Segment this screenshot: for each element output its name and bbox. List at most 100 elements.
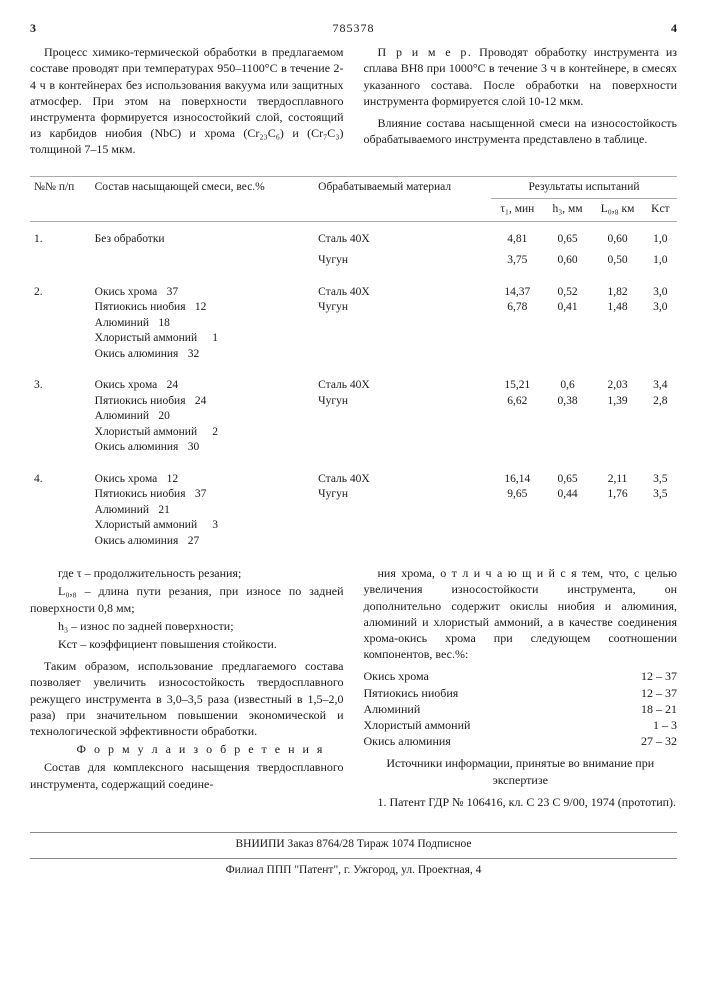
cell-mat bbox=[314, 409, 491, 425]
cell-k: 3,0 bbox=[644, 300, 677, 316]
cell-mat bbox=[314, 347, 491, 369]
cell-l: 2,03 bbox=[591, 368, 643, 394]
def-k: Kст – коэффициент повышения стойкости. bbox=[30, 636, 344, 652]
cell-mat: Чугун bbox=[314, 394, 491, 410]
cell-h bbox=[544, 347, 592, 369]
cell-l: 2,11 bbox=[591, 462, 643, 488]
cell-h bbox=[544, 316, 592, 332]
cell-t bbox=[491, 518, 544, 534]
formula-title: Ф о р м у л а и з о б р е т е н и я bbox=[30, 741, 344, 757]
cell-t bbox=[491, 425, 544, 441]
cell-t: 15,21 bbox=[491, 368, 544, 394]
intro-left-p1: Процесс химико-термической обработки в п… bbox=[30, 44, 344, 157]
cell-h: 0,52 bbox=[544, 275, 592, 301]
cell-num: 3. bbox=[30, 368, 91, 394]
table-row: Пятиокись ниобия 12Чугун6,780,411,483,0 bbox=[30, 300, 677, 316]
source-1: 1. Патент ГДР № 106416, кл. С 23 С 9/00,… bbox=[364, 794, 678, 810]
cell-k bbox=[644, 316, 677, 332]
cell-num bbox=[30, 518, 91, 534]
cell-mix: Пятиокись ниобия 37 bbox=[91, 487, 315, 503]
cell-t bbox=[491, 409, 544, 425]
cell-mix: Пятиокись ниобия 24 bbox=[91, 394, 315, 410]
footer-line-1: ВНИИПИ Заказ 8764/28 Тираж 1074 Подписно… bbox=[30, 832, 677, 853]
claim-item-value: 12 – 37 bbox=[641, 668, 677, 684]
cell-mix: Хлористый аммоний 3 bbox=[91, 518, 315, 534]
table-row: 2.Окись хрома 37Сталь 40Х14,370,521,823,… bbox=[30, 275, 677, 301]
header: 3 785378 4 bbox=[30, 20, 677, 36]
cell-k: 3,0 bbox=[644, 275, 677, 301]
cell-h bbox=[544, 440, 592, 462]
cell-k: 1,0 bbox=[644, 253, 677, 275]
cell-mix: Окись алюминия 27 bbox=[91, 534, 315, 556]
cell-mat: Чугун bbox=[314, 300, 491, 316]
cell-h: 0,38 bbox=[544, 394, 592, 410]
cell-t: 16,14 bbox=[491, 462, 544, 488]
def-h: h₃ – износ по задней поверхности; bbox=[30, 618, 344, 634]
cell-k: 3,5 bbox=[644, 462, 677, 488]
claim-item-value: 27 – 32 bbox=[641, 733, 677, 749]
cell-mix: Без обработки bbox=[91, 221, 315, 247]
cell-l: 1,39 bbox=[591, 394, 643, 410]
claim-start: Состав для комплексного насыщения твердо… bbox=[30, 759, 344, 791]
cell-num bbox=[30, 300, 91, 316]
cell-mix: Пятиокись ниобия 12 bbox=[91, 300, 315, 316]
cell-t: 4,81 bbox=[491, 221, 544, 247]
table-row: 1.Без обработкиСталь 40Х4,810,650,601,0 bbox=[30, 221, 677, 247]
cell-mix: Окись алюминия 32 bbox=[91, 347, 315, 369]
cell-h bbox=[544, 518, 592, 534]
cell-num bbox=[30, 347, 91, 369]
cell-l: 1,48 bbox=[591, 300, 643, 316]
page-left: 3 bbox=[30, 20, 36, 36]
cell-l bbox=[591, 331, 643, 347]
cell-l bbox=[591, 316, 643, 332]
cell-t bbox=[491, 503, 544, 519]
claim-list-item: Хлористый аммоний1 – 3 bbox=[364, 717, 678, 733]
lower-columns: где τ – продолжительность резания; L₀,₈ … bbox=[30, 565, 677, 816]
cell-mat bbox=[314, 440, 491, 462]
cell-mat: Сталь 40Х bbox=[314, 368, 491, 394]
cell-mix: Окись хрома 24 bbox=[91, 368, 315, 394]
cell-num bbox=[30, 425, 91, 441]
cell-h bbox=[544, 534, 592, 556]
claim-item-name: Окись алюминия bbox=[364, 733, 451, 749]
th-k: Kст bbox=[644, 199, 677, 222]
claim-list-item: Окись хрома12 – 37 bbox=[364, 668, 678, 684]
table-row: Пятиокись ниобия 37Чугун9,650,441,763,5 bbox=[30, 487, 677, 503]
table-row: Хлористый аммоний 1 bbox=[30, 331, 677, 347]
example-label: П р и м е р. bbox=[378, 45, 473, 59]
cell-l bbox=[591, 347, 643, 369]
cell-t bbox=[491, 440, 544, 462]
cell-h: 0,60 bbox=[544, 253, 592, 275]
cell-mix: Алюминий 20 bbox=[91, 409, 315, 425]
cell-h: 0,44 bbox=[544, 487, 592, 503]
cell-l bbox=[591, 503, 643, 519]
intro-right: П р и м е р. Проводят обработку инструме… bbox=[364, 44, 678, 163]
table-body: 1.Без обработкиСталь 40Х4,810,650,601,0 Ч… bbox=[30, 221, 677, 555]
cell-num bbox=[30, 394, 91, 410]
cell-mat bbox=[314, 425, 491, 441]
cell-l: 1,76 bbox=[591, 487, 643, 503]
cell-mat: Сталь 40Х bbox=[314, 462, 491, 488]
results-table: №№ п/п Состав насыщающей смеси, вес.% Об… bbox=[30, 176, 677, 556]
footer-line-2: Филиал ППП "Патент", г. Ужгород, ул. Про… bbox=[30, 858, 677, 879]
cell-k: 2,8 bbox=[644, 394, 677, 410]
cell-mix: Алюминий 21 bbox=[91, 503, 315, 519]
patent-number: 785378 bbox=[333, 20, 375, 36]
cell-k bbox=[644, 331, 677, 347]
cell-mat: Чугун bbox=[314, 253, 491, 275]
claim-item-name: Алюминий bbox=[364, 701, 421, 717]
claim-list-item: Окись алюминия 27 – 32 bbox=[364, 733, 678, 749]
cell-num bbox=[30, 316, 91, 332]
lower-right: ния хрома, о т л и ч а ю щ и й с я тем, … bbox=[364, 565, 678, 816]
table-row: Алюминий 20 bbox=[30, 409, 677, 425]
table-row: 3.Окись хрома 24Сталь 40Х15,210,62,033,4 bbox=[30, 368, 677, 394]
cell-mat bbox=[314, 518, 491, 534]
cell-k bbox=[644, 534, 677, 556]
cell-mix: Хлористый аммоний 1 bbox=[91, 331, 315, 347]
table-row: 4.Окись хрома 12Сталь 40Х16,140,652,113,… bbox=[30, 462, 677, 488]
claim-cont: ния хрома, о т л и ч а ю щ и й с я тем, … bbox=[364, 565, 678, 662]
cell-mix: Окись алюминия 30 bbox=[91, 440, 315, 462]
cell-num bbox=[30, 440, 91, 462]
table-row: Окись алюминия 30 bbox=[30, 440, 677, 462]
cell-mat bbox=[314, 316, 491, 332]
